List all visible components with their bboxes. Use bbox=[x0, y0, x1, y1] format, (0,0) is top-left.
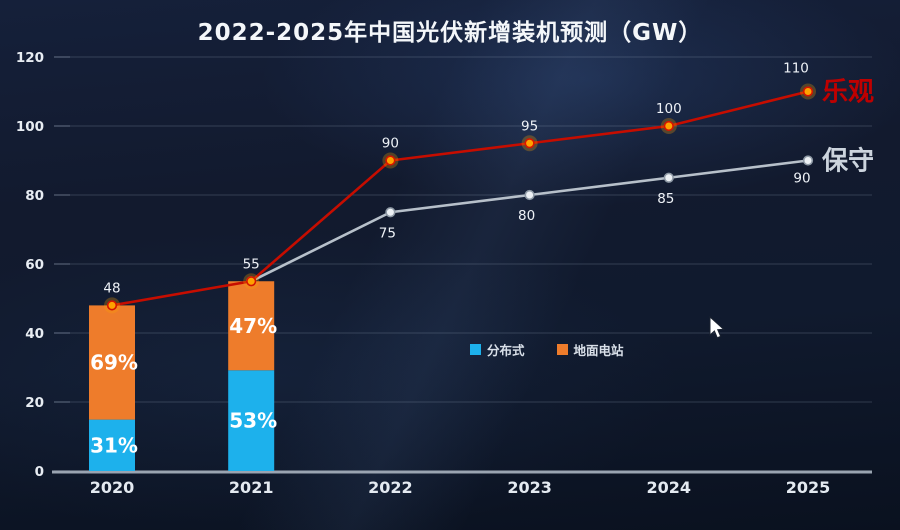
y-tick-label: 0 bbox=[35, 464, 44, 480]
y-tick-label: 100 bbox=[16, 119, 44, 135]
data-label: 110 bbox=[783, 61, 809, 77]
bar-segment-2021 bbox=[228, 281, 275, 371]
bar-segment-2021 bbox=[228, 370, 275, 471]
legend-label-distributed: 分布式 bbox=[487, 343, 525, 358]
data-label: 100 bbox=[656, 101, 682, 117]
y-tick-label: 60 bbox=[25, 257, 44, 273]
bar-segment-2020 bbox=[89, 305, 135, 420]
series-end-label-保守: 保守 bbox=[821, 146, 874, 177]
x-category-label: 2020 bbox=[90, 478, 135, 497]
series-end-label-乐观: 乐观 bbox=[822, 78, 874, 108]
line-marker bbox=[663, 120, 674, 132]
y-tick-label: 20 bbox=[25, 395, 44, 411]
x-category-label: 2023 bbox=[507, 478, 552, 497]
data-label: 55 bbox=[243, 256, 260, 272]
y-tick-label: 40 bbox=[25, 326, 44, 342]
data-label: 90 bbox=[382, 136, 399, 152]
legend-item-ground-station: 地面电站 bbox=[556, 340, 624, 359]
bar-percent-label: 69% bbox=[90, 350, 138, 374]
data-label: 85 bbox=[657, 191, 674, 207]
line-marker bbox=[385, 155, 396, 166]
legend-item-distributed: 分布式 bbox=[470, 340, 525, 359]
data-label: 95 bbox=[521, 118, 538, 134]
line-marker bbox=[524, 138, 535, 149]
mouse-cursor-icon bbox=[709, 316, 725, 339]
line-marker bbox=[246, 276, 257, 287]
line-marker bbox=[802, 155, 814, 166]
data-label: 90 bbox=[793, 171, 810, 187]
x-category-label: 2021 bbox=[229, 478, 274, 497]
line-marker bbox=[385, 207, 396, 218]
ground-station-swatch-icon bbox=[556, 344, 568, 355]
line-marker bbox=[802, 86, 814, 97]
line-marker bbox=[663, 172, 674, 183]
line-乐观 bbox=[111, 90, 809, 307]
chart-title: 2022-2025年中国光伏新增装机预测（GW） bbox=[197, 20, 703, 46]
x-category-label: 2022 bbox=[368, 478, 413, 497]
bar-percent-label: 31% bbox=[90, 433, 138, 457]
data-label: 75 bbox=[379, 225, 396, 241]
distributed-swatch-icon bbox=[470, 344, 481, 355]
y-tick-label: 120 bbox=[16, 50, 44, 66]
x-category-label: 2024 bbox=[647, 478, 692, 497]
bar-segment-2020 bbox=[89, 419, 135, 471]
bar-percent-label: 47% bbox=[229, 314, 277, 338]
line-marker bbox=[106, 300, 118, 311]
data-label: 80 bbox=[518, 208, 535, 224]
chart-legend: 分布式 地面电站 bbox=[470, 340, 624, 359]
y-tick-label: 80 bbox=[25, 188, 44, 204]
legend-label-ground-station: 地面电站 bbox=[573, 343, 624, 358]
bar-percent-label: 53% bbox=[229, 409, 277, 433]
line-marker bbox=[524, 189, 535, 201]
data-label: 48 bbox=[103, 280, 120, 296]
x-category-label: 2025 bbox=[786, 478, 831, 497]
